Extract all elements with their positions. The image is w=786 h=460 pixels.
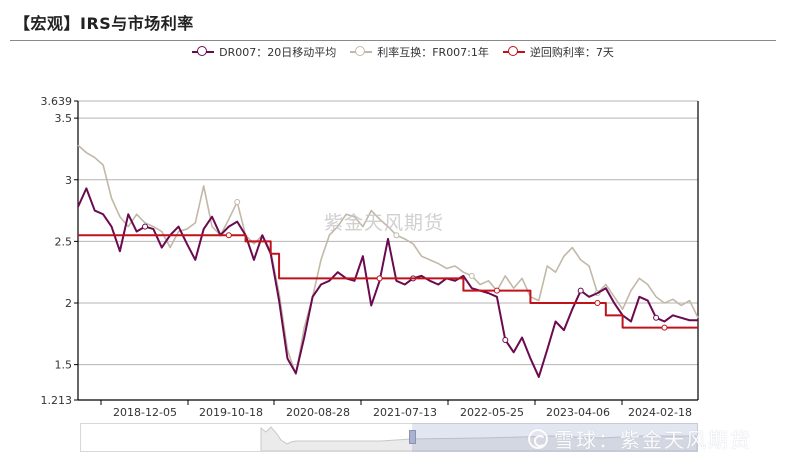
data-point-marker [142,223,149,230]
data-point-marker [653,314,660,321]
line-marker-icon [502,46,525,58]
legend-item-fr007-irs[interactable]: 利率互换：FR007:1年 [350,44,489,60]
y-tick-label: 3.5 [55,112,73,125]
data-point-marker [493,287,500,294]
series-lines [77,144,699,378]
data-point-marker [468,272,475,279]
series-line [77,187,698,378]
y-tick-label: 3.639 [41,95,73,108]
data-point-marker [577,287,584,294]
data-point-marker [661,324,668,331]
legend-label: 逆回购利率：7天 [529,46,614,59]
x-tick-label: 2020-08-28 [286,406,350,419]
x-tick-label: 2023-04-06 [546,406,610,419]
data-point-marker [502,336,509,343]
x-tick-label: 2018-12-05 [113,406,177,419]
xueqiu-logo-icon [528,428,548,449]
watermark-text: 紫金天风期货 [324,212,445,234]
line-marker-icon [192,46,215,58]
xueqiu-watermark: 雪球：紫金天风期货 [528,424,752,453]
y-tick-label: 1.213 [41,394,73,407]
legend-label: 利率互换：FR007:1年 [377,46,489,59]
x-axis: 2018-12-05 2019-10-18 2020-08-28 2021-07-13… [78,399,698,419]
data-point-marker [225,232,232,239]
legend: DR007：20日移动平均 利率互换：FR007:1年 逆回购利率：7天 [0,43,786,61]
series-line [78,234,698,329]
x-tick-label: 2022-05-25 [460,406,524,419]
data-point-marker [594,300,601,307]
data-zoom-slider[interactable] [80,423,698,452]
slider-handle[interactable] [409,430,416,444]
watermark-corner-text: 雪球：紫金天风期货 [554,428,752,452]
x-tick-label: 2021-07-13 [373,406,437,419]
y-tick-label: 2 [65,297,72,310]
chart-title: 【宏观】IRS与市场利率 [14,14,194,33]
x-tick-label: 2024-02-18 [628,406,692,419]
legend-item-reverse-repo[interactable]: 逆回购利率：7天 [502,44,614,60]
y-axis: 3.639 3.5 3 2.5 2 1.5 1.213 [41,95,699,407]
y-tick-label: 3 [65,174,72,187]
line-marker-icon [350,46,373,58]
data-point-marker [393,232,400,239]
legend-item-dr007[interactable]: DR007：20日移动平均 [192,44,336,60]
data-point-marker [234,198,241,205]
slider-preview [260,426,698,452]
y-tick-label: 1.5 [55,359,73,372]
legend-label: DR007：20日移动平均 [219,46,337,59]
y-tick-label: 2.5 [55,235,73,248]
x-tick-label: 2019-10-18 [199,406,263,419]
grid-lines [78,100,698,401]
slider-selected-range[interactable] [412,423,698,452]
title-divider [10,40,776,41]
data-point-marker [376,275,383,282]
